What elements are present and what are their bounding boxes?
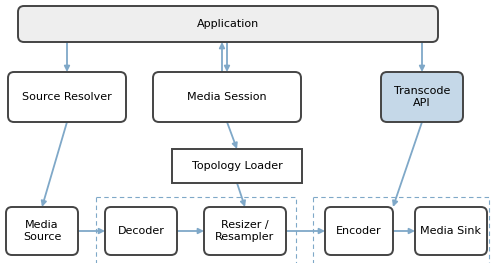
Text: Source Resolver: Source Resolver: [22, 92, 112, 102]
FancyBboxPatch shape: [325, 207, 393, 255]
Text: Media
Source: Media Source: [23, 220, 61, 242]
FancyBboxPatch shape: [6, 207, 78, 255]
FancyBboxPatch shape: [415, 207, 487, 255]
FancyBboxPatch shape: [204, 207, 286, 255]
Text: Media Session: Media Session: [187, 92, 267, 102]
Text: Application: Application: [197, 19, 259, 29]
Text: Media Sink: Media Sink: [420, 226, 482, 236]
FancyBboxPatch shape: [153, 72, 301, 122]
Bar: [172, 149, 302, 183]
Bar: [313, 197, 489, 263]
Text: Encoder: Encoder: [336, 226, 382, 236]
Bar: [96, 197, 296, 263]
Text: Topology Loader: Topology Loader: [191, 161, 282, 171]
FancyBboxPatch shape: [105, 207, 177, 255]
Text: Decoder: Decoder: [117, 226, 164, 236]
Text: Resizer /
Resampler: Resizer / Resampler: [216, 220, 274, 242]
FancyBboxPatch shape: [18, 6, 438, 42]
FancyBboxPatch shape: [8, 72, 126, 122]
FancyBboxPatch shape: [381, 72, 463, 122]
Text: Transcode
API: Transcode API: [394, 86, 450, 108]
